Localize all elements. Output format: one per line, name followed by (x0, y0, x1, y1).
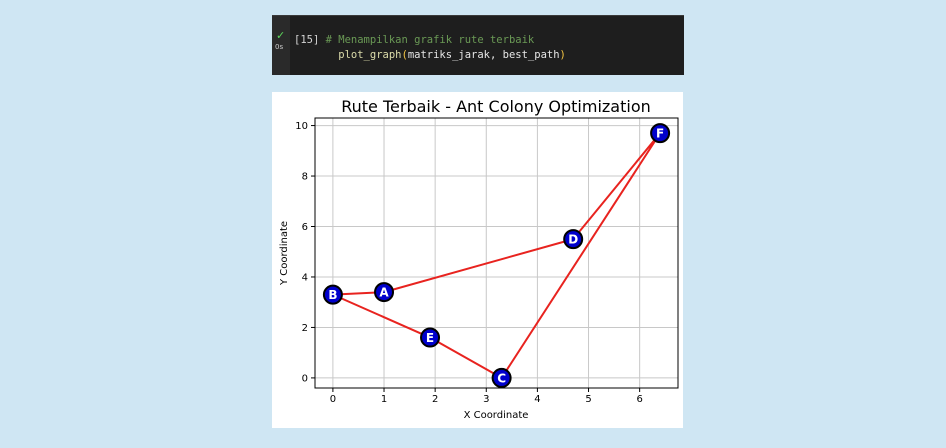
code-arguments: matriks_jarak, best_path (407, 49, 560, 61)
node-label: E (426, 331, 434, 345)
y-axis-label: Y Coordinate (279, 221, 290, 286)
node-marker (420, 327, 441, 348)
node-marker (491, 367, 512, 388)
node-marker (374, 282, 395, 303)
x-axis-label: X Coordinate (464, 410, 529, 421)
y-tick-label: 4 (302, 272, 308, 283)
y-tick-label: 8 (302, 172, 308, 183)
plot-output: Rute Terbaik - Ant Colony Optimization 0… (272, 92, 683, 428)
node-label: B (328, 288, 337, 302)
y-tick-label: 10 (295, 121, 308, 132)
cell-gutter: ✓ 0s (272, 16, 290, 75)
route-line (331, 132, 662, 379)
node-marker (563, 229, 584, 250)
code-function: plot_graph (338, 49, 402, 61)
x-tick-label: 3 (483, 394, 489, 405)
x-tick-label: 5 (585, 394, 591, 405)
code-close-paren: ) (559, 49, 566, 61)
node-b: B (322, 284, 343, 305)
node-label: A (379, 286, 389, 300)
checkmark-icon: ✓ (276, 29, 286, 42)
y-tick-label: 0 (302, 373, 308, 384)
node-e: E (420, 327, 441, 348)
node-label: C (497, 371, 506, 385)
node-a: A (374, 282, 395, 303)
code-editor[interactable]: [15] # Menampilkan grafik rute terbaik p… (294, 33, 566, 63)
code-open-paren: ( (401, 49, 408, 61)
node-label: F (656, 127, 664, 141)
node-c: C (491, 367, 512, 388)
y-tick-label: 2 (302, 323, 308, 334)
y-tick-label: 6 (302, 222, 308, 233)
chart-title: Rute Terbaik - Ant Colony Optimization (341, 97, 651, 116)
node-marker (322, 284, 343, 305)
x-tick-label: 0 (330, 394, 336, 405)
execution-time: 0s (275, 43, 284, 51)
execution-count: [15] (294, 34, 320, 46)
route-chart: Rute Terbaik - Ant Colony Optimization 0… (279, 97, 679, 421)
x-tick-label: 1 (381, 394, 387, 405)
x-tick-label: 6 (636, 394, 642, 405)
code-comment: # Menampilkan grafik rute terbaik (325, 34, 535, 46)
plot-frame (314, 117, 679, 389)
node-d: D (563, 229, 584, 250)
node-marker (650, 123, 671, 144)
x-tick-label: 2 (432, 394, 438, 405)
node-label: D (568, 233, 578, 247)
x-tick-label: 4 (534, 394, 540, 405)
node-f: F (650, 123, 671, 144)
code-cell[interactable]: ✓ 0s [15] # Menampilkan grafik rute terb… (272, 15, 684, 75)
